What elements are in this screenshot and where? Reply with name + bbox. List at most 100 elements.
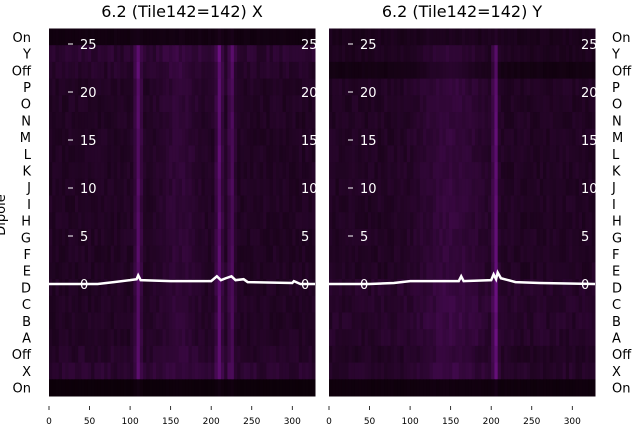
heatmap-cell <box>552 362 557 380</box>
heatmap-cell <box>591 112 596 130</box>
heatmap-cell <box>227 362 232 380</box>
heatmap-cell <box>305 329 310 347</box>
heatmap-cell <box>358 128 362 146</box>
heatmap-cell <box>358 45 362 63</box>
heatmap-cell <box>139 212 144 230</box>
heatmap-cell <box>517 345 521 364</box>
heatmap-cell <box>552 112 557 130</box>
heatmap-cell <box>335 45 340 63</box>
heatmap-cell <box>143 128 147 146</box>
heatmap-cell <box>78 345 82 364</box>
heatmap-cell <box>371 28 375 46</box>
heatmap-cell <box>491 245 495 263</box>
heatmap-cell <box>143 61 147 80</box>
heatmap-cell <box>178 279 183 297</box>
heatmap-cell <box>530 162 534 180</box>
heatmap-cell <box>49 295 53 313</box>
heatmap-cell <box>397 178 401 197</box>
heatmap-cell <box>298 145 303 163</box>
heatmap-cell <box>87 112 92 130</box>
heatmap-cell <box>393 128 398 146</box>
heatmap-cell <box>491 112 495 130</box>
heatmap-cell <box>185 112 189 130</box>
heatmap-cell <box>178 45 183 63</box>
heatmap-cell <box>400 28 405 46</box>
heatmap-cell <box>487 262 492 280</box>
heatmap-cell <box>204 112 209 130</box>
heatmap-cell <box>332 262 336 280</box>
heatmap-cell <box>471 312 476 330</box>
heatmap-cell <box>217 95 222 113</box>
heatmap-cell <box>582 262 586 280</box>
heatmap-cell <box>393 195 398 213</box>
heatmap-cell <box>237 28 241 46</box>
heatmap-cell <box>513 145 518 163</box>
heatmap-cell <box>439 245 444 263</box>
heatmap-cell <box>569 78 573 96</box>
heatmap-cell <box>152 95 157 113</box>
heatmap-cell <box>410 279 414 297</box>
heatmap-cell <box>74 162 79 180</box>
heatmap-cell <box>282 295 287 313</box>
heatmap-cell <box>354 145 359 163</box>
heatmap-cell <box>439 262 444 280</box>
heatmap-cell <box>526 228 531 247</box>
heatmap-cell <box>191 245 196 263</box>
heatmap-cell <box>582 78 586 96</box>
heatmap-cell <box>471 212 476 230</box>
heatmap-cell <box>311 178 316 197</box>
heatmap-cell <box>384 262 388 280</box>
heatmap-cell <box>49 145 53 163</box>
heatmap-cell <box>384 61 388 80</box>
heatmap-cell <box>285 362 290 380</box>
heatmap-cell <box>220 112 225 130</box>
heatmap-cell <box>361 329 366 347</box>
heatmap-cell <box>562 162 567 180</box>
heatmap-cell <box>58 78 63 96</box>
heatmap-cell <box>207 45 212 63</box>
heatmap-cell <box>188 195 193 213</box>
heatmap-cell <box>52 295 56 313</box>
heatmap-cell <box>100 162 105 180</box>
heatmap-cell <box>175 245 180 263</box>
heatmap-cell <box>133 212 138 230</box>
heatmap-cell <box>133 112 138 130</box>
heatmap-cell <box>436 362 440 380</box>
heatmap-cell <box>474 262 479 280</box>
heatmap-cell <box>478 178 482 197</box>
heatmap-cell <box>384 312 388 330</box>
heatmap-cell <box>243 61 248 80</box>
heatmap-cell <box>165 178 170 197</box>
heatmap-cell <box>279 295 284 313</box>
heatmap-cell <box>426 162 431 180</box>
heatmap-cell <box>478 262 482 280</box>
heatmap-cell <box>188 45 193 63</box>
heatmap-cell <box>175 329 180 347</box>
heatmap-cell <box>162 262 167 280</box>
heatmap-cell <box>159 112 164 130</box>
heatmap-cell <box>556 95 560 113</box>
heatmap-cell <box>462 295 466 313</box>
heatmap-cell <box>517 45 521 63</box>
heatmap-cell <box>162 245 167 263</box>
heatmap-cell <box>419 61 424 80</box>
heatmap-cell <box>371 295 375 313</box>
heatmap-cell <box>65 128 69 146</box>
heatmap-cell <box>329 212 333 230</box>
heatmap-cell <box>305 312 310 330</box>
heatmap-cell <box>172 128 177 146</box>
heatmap-cell <box>292 78 297 96</box>
heatmap-cell <box>345 312 349 330</box>
heatmap-cell <box>387 95 392 113</box>
inner-y-tick-label: 20 <box>360 86 377 101</box>
heatmap-cell <box>358 178 362 197</box>
heatmap-cell <box>481 95 486 113</box>
heatmap-cell <box>68 279 73 297</box>
heatmap-cell <box>243 295 248 313</box>
heatmap-cell <box>380 262 385 280</box>
heatmap-cell <box>84 362 89 380</box>
heatmap-cell <box>536 178 541 197</box>
heatmap-cell <box>120 195 125 213</box>
heatmap-cell <box>84 212 89 230</box>
heatmap-cell <box>227 279 232 297</box>
